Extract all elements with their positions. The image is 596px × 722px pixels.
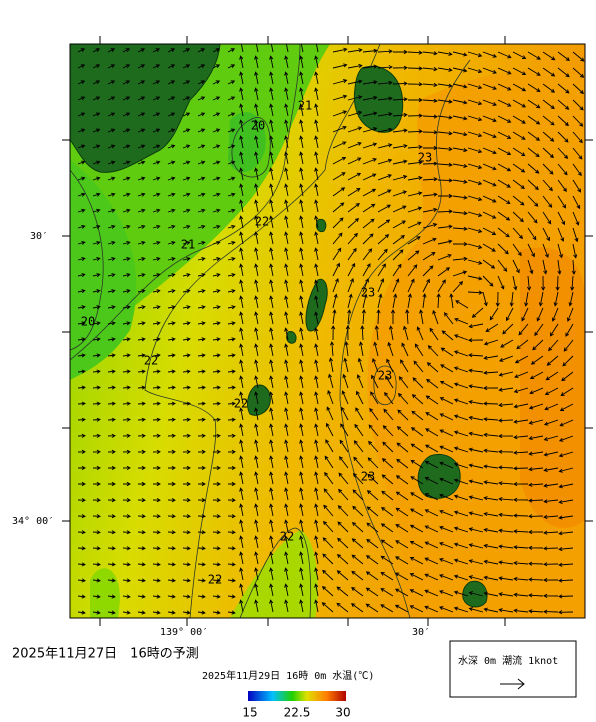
frame-ticks (62, 36, 593, 626)
map-frame (69, 43, 586, 619)
lon-label: 139° 00′ (160, 627, 208, 638)
colorbar-label: 22.5 (284, 706, 311, 720)
contour-labels: 20 21 21 22 23 23 20 22 22 23 23 22 22 (81, 99, 432, 587)
contour-label: 20 (251, 119, 265, 133)
map (70, 44, 585, 618)
contour-label: 21 (181, 238, 195, 252)
current-arrows (77, 44, 585, 615)
contour-line (373, 365, 397, 406)
contour-label: 23 (378, 369, 392, 383)
legend-text: 水深 0m 潮流 1knot (458, 654, 558, 667)
lat-label: 30′ (30, 231, 48, 242)
island (417, 454, 461, 499)
island (247, 384, 271, 416)
contour-line (339, 59, 471, 618)
forecast-title: 2025年11月27日 16時の予測 (12, 647, 199, 662)
contour-label: 23 (418, 151, 432, 165)
contour-label: 22 (144, 354, 158, 368)
colorbar (248, 691, 346, 701)
colorbar-label: 30 (335, 706, 350, 720)
contour-line (70, 169, 104, 351)
island (315, 218, 327, 233)
colorbar-title: 2025年11月29日 16時 0m 水温(℃) (202, 669, 374, 682)
contour-label: 23 (361, 286, 375, 300)
contour-line (144, 44, 381, 618)
contour-line (239, 527, 312, 618)
land (70, 44, 221, 173)
contour-line (70, 44, 301, 361)
legend-arrow (500, 678, 525, 690)
contour-label: 22 (234, 397, 248, 411)
contour-label: 20 (81, 315, 95, 329)
contour-label: 22 (280, 530, 294, 544)
contour-line (231, 117, 271, 178)
legend-box (449, 640, 577, 698)
island (286, 331, 297, 344)
contour-label: 22 (208, 573, 222, 587)
island (305, 278, 328, 332)
lon-label: 30′ (412, 627, 430, 638)
contour-label: 21 (298, 99, 312, 113)
contour-label: 23 (361, 470, 375, 484)
cool-water (230, 530, 318, 618)
lat-label: 34° 00′ (12, 516, 54, 527)
contour-label: 22 (255, 215, 269, 229)
colorbar-label: 15 (242, 706, 257, 720)
